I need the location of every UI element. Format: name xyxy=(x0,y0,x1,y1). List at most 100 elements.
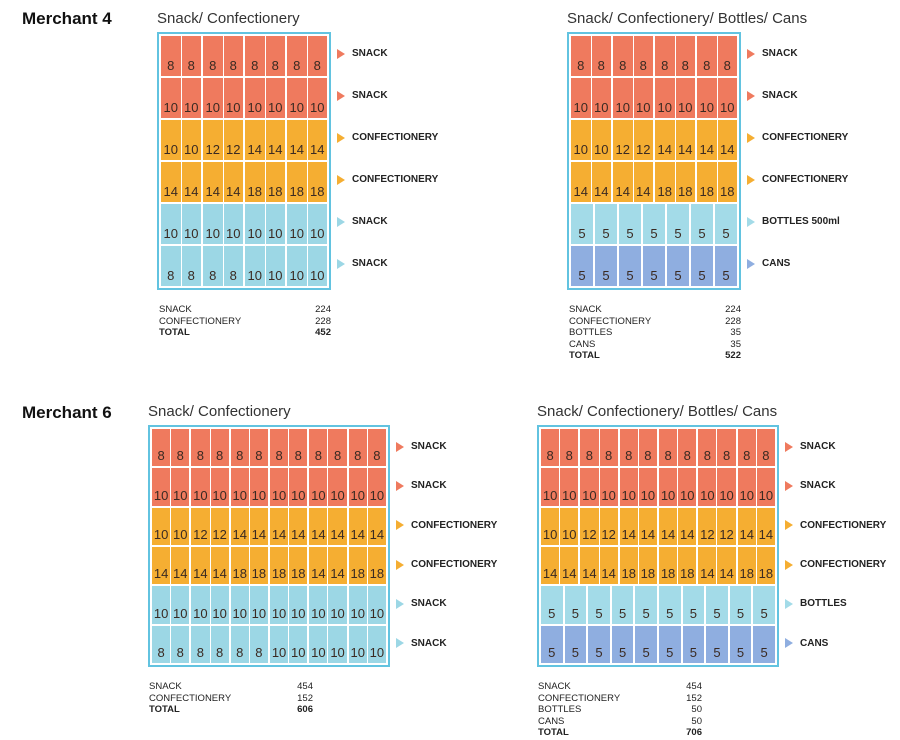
shelf-row: 10 10 12 12 14 14 14 14 xyxy=(571,120,737,160)
m4-config-b-summary: SNACK 224 CONFECTIONERY 228 BOTTLES 35 CANS 35 T… xyxy=(569,304,741,362)
shelf-row: 8 8 8 8 10 10 10 10 xyxy=(161,246,327,286)
capacity-cell: 10 xyxy=(613,78,633,118)
triangle-arrow-icon xyxy=(396,480,404,491)
capacity-cell: 8 xyxy=(580,429,599,467)
capacity-cell: 10 xyxy=(678,468,697,506)
capacity-cell: 5 xyxy=(729,586,752,624)
shelf-label-text: CANS xyxy=(800,637,829,649)
shelf-label-text: CONFECTIONERY xyxy=(800,559,887,570)
capacity-cell: 10 xyxy=(307,78,327,118)
capacity-cell: 10 xyxy=(348,586,367,624)
summary-row: SNACK 454 xyxy=(538,681,702,693)
shelf-label-text: SNACK xyxy=(800,441,836,452)
capacity-cell: 8 xyxy=(613,36,633,76)
capacity-cell: 18 xyxy=(678,546,697,585)
summary-value: 152 xyxy=(686,692,702,704)
capacity-cell: 10 xyxy=(223,78,243,118)
capacity-cell: 8 xyxy=(638,429,657,467)
triangle-arrow-icon xyxy=(337,48,345,59)
triangle-arrow-icon xyxy=(337,90,345,101)
capacity-cell: 14 xyxy=(191,546,210,585)
summary-row: SNACK 224 xyxy=(159,304,331,316)
summary-label: CONFECTIONERY xyxy=(538,692,621,704)
shelf-label: BOTTLES 500ml xyxy=(747,216,840,227)
summary-value: 224 xyxy=(315,304,331,315)
shelf-label: CANS xyxy=(747,258,790,269)
shelf-row: 10 10 10 10 10 10 10 10 10 10 10 10 xyxy=(152,586,386,624)
capacity-cell: 14 xyxy=(152,546,171,585)
summary-value: 228 xyxy=(315,315,331,327)
summary-label: SNACK xyxy=(569,304,602,315)
merchant-6-title: Merchant 6 xyxy=(22,403,112,422)
capacity-cell: 8 xyxy=(249,625,268,663)
shelf-label-text: CONFECTIONERY xyxy=(762,132,849,143)
capacity-cell: 14 xyxy=(599,546,618,585)
capacity-cell: 10 xyxy=(152,507,171,545)
shelf-slot: 5 xyxy=(611,586,634,624)
summary-label: CANS xyxy=(538,715,565,727)
capacity-cell: 10 xyxy=(675,78,695,118)
capacity-cell: 14 xyxy=(560,546,579,585)
shelf-slot: 14 14 xyxy=(230,507,268,545)
capacity-cell: 10 xyxy=(265,246,285,286)
shelf-slot: 5 xyxy=(691,246,713,286)
shelf-slot: 5 xyxy=(691,204,713,244)
shelf-slot: 5 xyxy=(667,204,689,244)
capacity-cell: 14 xyxy=(619,507,638,545)
capacity-cell: 14 xyxy=(245,120,265,160)
shelf-slot: 10 10 xyxy=(571,120,611,160)
capacity-cell: 5 xyxy=(658,586,681,624)
capacity-cell: 5 xyxy=(635,586,657,624)
triangle-arrow-icon xyxy=(747,174,755,185)
shelf-label-text: CONFECTIONERY xyxy=(352,132,439,143)
shelf-label: SNACK xyxy=(396,598,447,609)
capacity-cell: 5 xyxy=(571,204,593,244)
capacity-cell: 8 xyxy=(599,429,618,467)
capacity-cell: 10 xyxy=(717,78,737,118)
triangle-arrow-icon xyxy=(396,638,404,649)
shelf-row: 10 10 10 10 10 10 10 10 xyxy=(571,78,737,118)
capacity-cell: 14 xyxy=(638,507,657,545)
m6-config-a-title: Snack/ Confectionery xyxy=(148,403,291,420)
capacity-cell: 14 xyxy=(580,546,599,585)
summary-label: CANS xyxy=(569,338,596,350)
capacity-cell: 8 xyxy=(191,429,210,467)
summary-row: CONFECTIONERY 152 xyxy=(538,693,702,705)
capacity-cell: 5 xyxy=(564,586,587,624)
shelf-slot: 5 xyxy=(619,246,641,286)
shelf-row: 10 10 10 10 10 10 10 10 10 10 10 10 xyxy=(541,468,775,506)
shelf-row: 8 8 8 8 8 8 10 10 10 10 10 10 xyxy=(152,625,386,663)
capacity-cell: 8 xyxy=(289,429,308,467)
capacity-cell: 14 xyxy=(613,162,633,202)
shelf-slot: 14 14 xyxy=(269,507,308,545)
capacity-cell: 10 xyxy=(210,586,229,624)
triangle-arrow-icon xyxy=(785,598,793,609)
capacity-cell: 10 xyxy=(348,625,367,663)
shelf-row: 10 10 10 10 10 10 10 10 10 10 10 10 xyxy=(152,468,386,506)
summary-total-row: TOTAL 452 xyxy=(159,327,331,339)
capacity-cell: 5 xyxy=(541,586,563,624)
capacity-cell: 12 xyxy=(203,120,223,160)
capacity-cell: 10 xyxy=(161,204,181,244)
summary-value: 35 xyxy=(730,338,741,350)
shelf-slot: 14 14 xyxy=(613,162,653,202)
capacity-cell: 14 xyxy=(265,120,285,160)
shelf-label-text: CANS xyxy=(762,258,791,269)
summary-value: 50 xyxy=(691,715,702,727)
capacity-cell: 8 xyxy=(571,36,591,76)
capacity-cell: 10 xyxy=(571,78,591,118)
capacity-cell: 8 xyxy=(560,429,579,467)
shelf-slot: 14 14 xyxy=(152,546,190,585)
shelf-slot: 14 14 xyxy=(245,120,285,160)
shelf-slot: 14 14 xyxy=(541,546,579,585)
summary-row: SNACK 224 xyxy=(569,304,741,316)
summary-label: BOTTLES xyxy=(569,327,613,338)
capacity-cell: 10 xyxy=(717,468,736,506)
shelf-slot: 10 10 xyxy=(737,468,775,506)
